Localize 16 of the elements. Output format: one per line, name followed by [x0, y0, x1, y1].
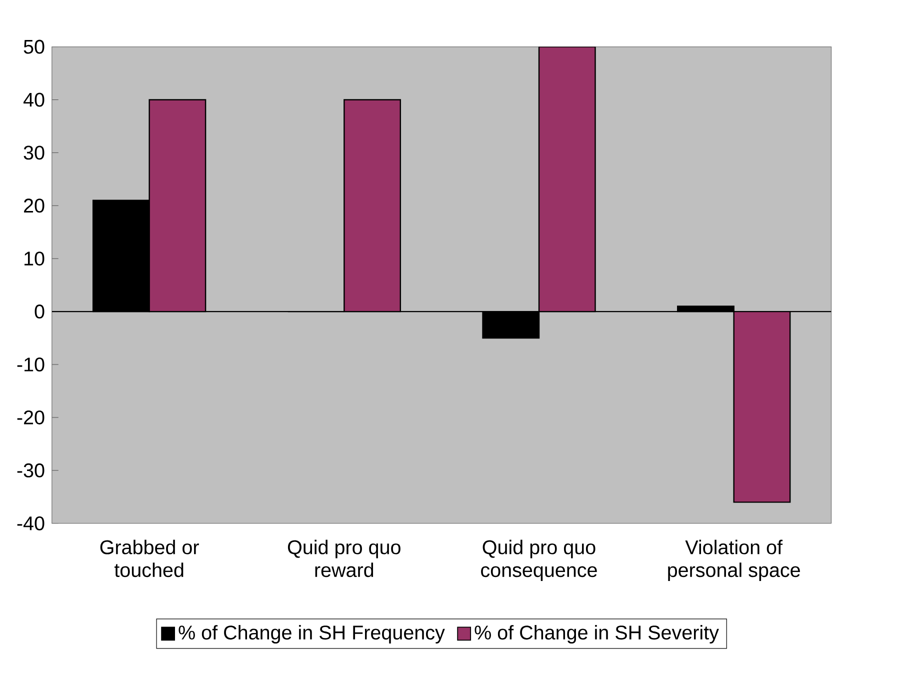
y-tick-label: -20: [17, 410, 44, 424]
y-tick-label: 30: [24, 146, 44, 160]
y-tick-label: 10: [24, 252, 44, 266]
x-tick-label: Violation of personal space: [668, 540, 800, 581]
x-tick-label: Grabbed or touched: [100, 540, 199, 578]
y-tick-label: -40: [17, 516, 44, 530]
x-tick-label: Quid pro quo reward: [288, 540, 400, 578]
y-tick-label: -10: [17, 357, 44, 372]
y-tick-label: 50: [24, 40, 44, 54]
y-tick-label: 40: [23, 92, 44, 107]
x-tick-label: Quid pro quo consequence: [481, 540, 597, 581]
legend-label: % of Change in SH Frequency: [178, 625, 445, 644]
y-tick-label: 20: [24, 198, 44, 213]
legend-label: % of Change in SH Severity: [474, 625, 719, 644]
y-tick-label: 0: [34, 304, 44, 319]
y-tick-label: -30: [17, 463, 44, 478]
